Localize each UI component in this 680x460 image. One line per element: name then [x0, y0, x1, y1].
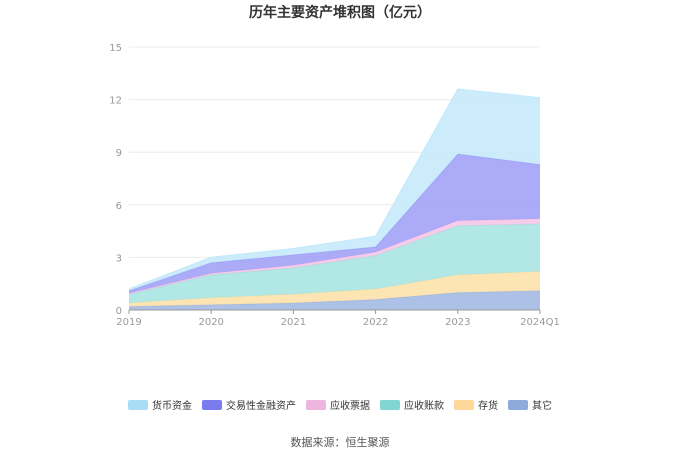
axes: 0 3 6 9 12 15 2019 2020 2021 2022 2023 2024Q1 [109, 43, 560, 328]
area-其它 [129, 290, 540, 310]
x-tick-label: 2019 [116, 317, 141, 328]
legend-label: 交易性金融资产 [226, 399, 296, 412]
y-tick-label: 15 [109, 43, 122, 54]
chart-title: 历年主要资产堆积图（亿元） [249, 4, 431, 21]
data-source-note: 数据来源：恒生聚源 [291, 435, 390, 449]
area-edge-货币资金 [128, 88, 541, 290]
legend-label: 应收票据 [330, 399, 370, 412]
y-tick-label: 3 [116, 253, 122, 264]
x-tick-label: 2024Q1 [520, 317, 560, 328]
legend: 货币资金 交易性金融资产 应收票据 应收账款 存货 其它 [128, 399, 552, 412]
legend-label: 应收账款 [404, 399, 444, 412]
x-tick-label: 2020 [198, 317, 223, 328]
legend-swatch [128, 400, 148, 410]
area-货币资金 [129, 89, 540, 291]
legend-label: 其它 [532, 399, 552, 412]
x-tick-label: 2022 [363, 317, 388, 328]
legend-label: 货币资金 [152, 399, 192, 412]
y-tick-label: 9 [116, 148, 122, 159]
legend-swatch [454, 400, 474, 410]
y-tick-label: 12 [109, 96, 122, 107]
area-交易性金融资产 [129, 154, 540, 294]
legend-swatch [306, 400, 326, 410]
y-tick-label: 6 [116, 201, 122, 212]
legend-swatch [380, 400, 400, 410]
legend-swatch [508, 400, 528, 410]
area-存货 [129, 271, 540, 307]
x-tick-label: 2021 [281, 317, 306, 328]
area-应收账款 [129, 224, 540, 303]
y-tick-label: 0 [116, 306, 122, 317]
x-tick-label: 2023 [445, 317, 470, 328]
area-series [128, 88, 541, 310]
legend-label: 存货 [478, 399, 498, 412]
legend-swatch [202, 400, 222, 410]
